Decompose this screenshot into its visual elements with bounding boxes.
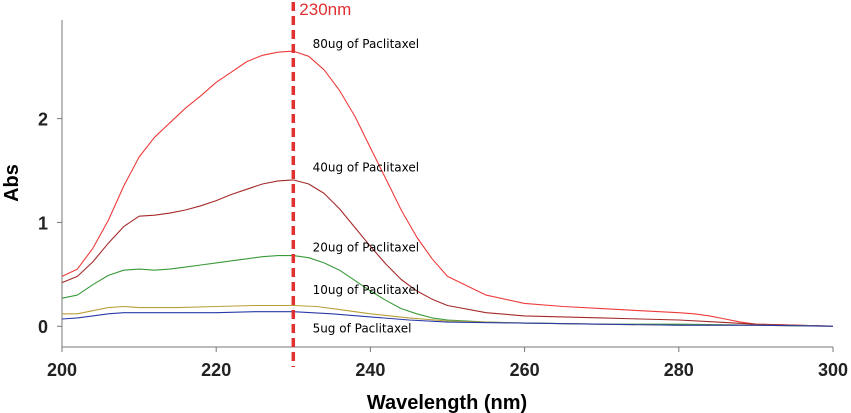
x-tick-label-300: 300 [818, 360, 848, 380]
series-label-20ug-of-paclitaxel: 20ug of Paclitaxel [313, 240, 420, 254]
x-tick-label-220: 220 [201, 360, 231, 380]
series-label-80ug-of-paclitaxel: 80ug of Paclitaxel [313, 37, 420, 51]
series-layer [61, 50, 834, 327]
y-axis-title: Abs [1, 164, 23, 202]
x-axis-title: Wavelength (nm) [367, 392, 527, 413]
series-line-20ug-of-paclitaxel [61, 255, 834, 327]
series-line-10ug-of-paclitaxel [62, 304, 834, 327]
series-line-80ug-of-paclitaxel [61, 50, 834, 327]
series-label-10ug-of-paclitaxel: 10ug of Paclitaxel [313, 283, 420, 297]
series-label-40ug-of-paclitaxel: 40ug of Paclitaxel [313, 161, 420, 175]
tick-layer: 200 220 240 260 280 300 0 1 2 [38, 110, 848, 380]
series-label-5ug-of-paclitaxel: 5ug of Paclitaxel [313, 321, 412, 335]
y-tick-label-2: 2 [38, 110, 48, 130]
x-tick-label-280: 280 [664, 360, 694, 380]
y-tick-label-1: 1 [38, 213, 48, 233]
marker-230nm-label: 230nm [299, 0, 351, 19]
y-tick-label-0: 0 [38, 317, 48, 337]
x-tick-label-200: 200 [47, 360, 77, 380]
series-line-5ug-of-paclitaxel [61, 311, 834, 327]
series-label-layer: 80ug of Paclitaxel 40ug of Paclitaxel 20ug… [313, 37, 420, 335]
series-line-40ug-of-paclitaxel [61, 179, 834, 327]
marker-layer: 230nm [291, 0, 351, 367]
x-tick-label-240: 240 [355, 360, 385, 380]
x-tick-label-260: 260 [510, 360, 540, 380]
